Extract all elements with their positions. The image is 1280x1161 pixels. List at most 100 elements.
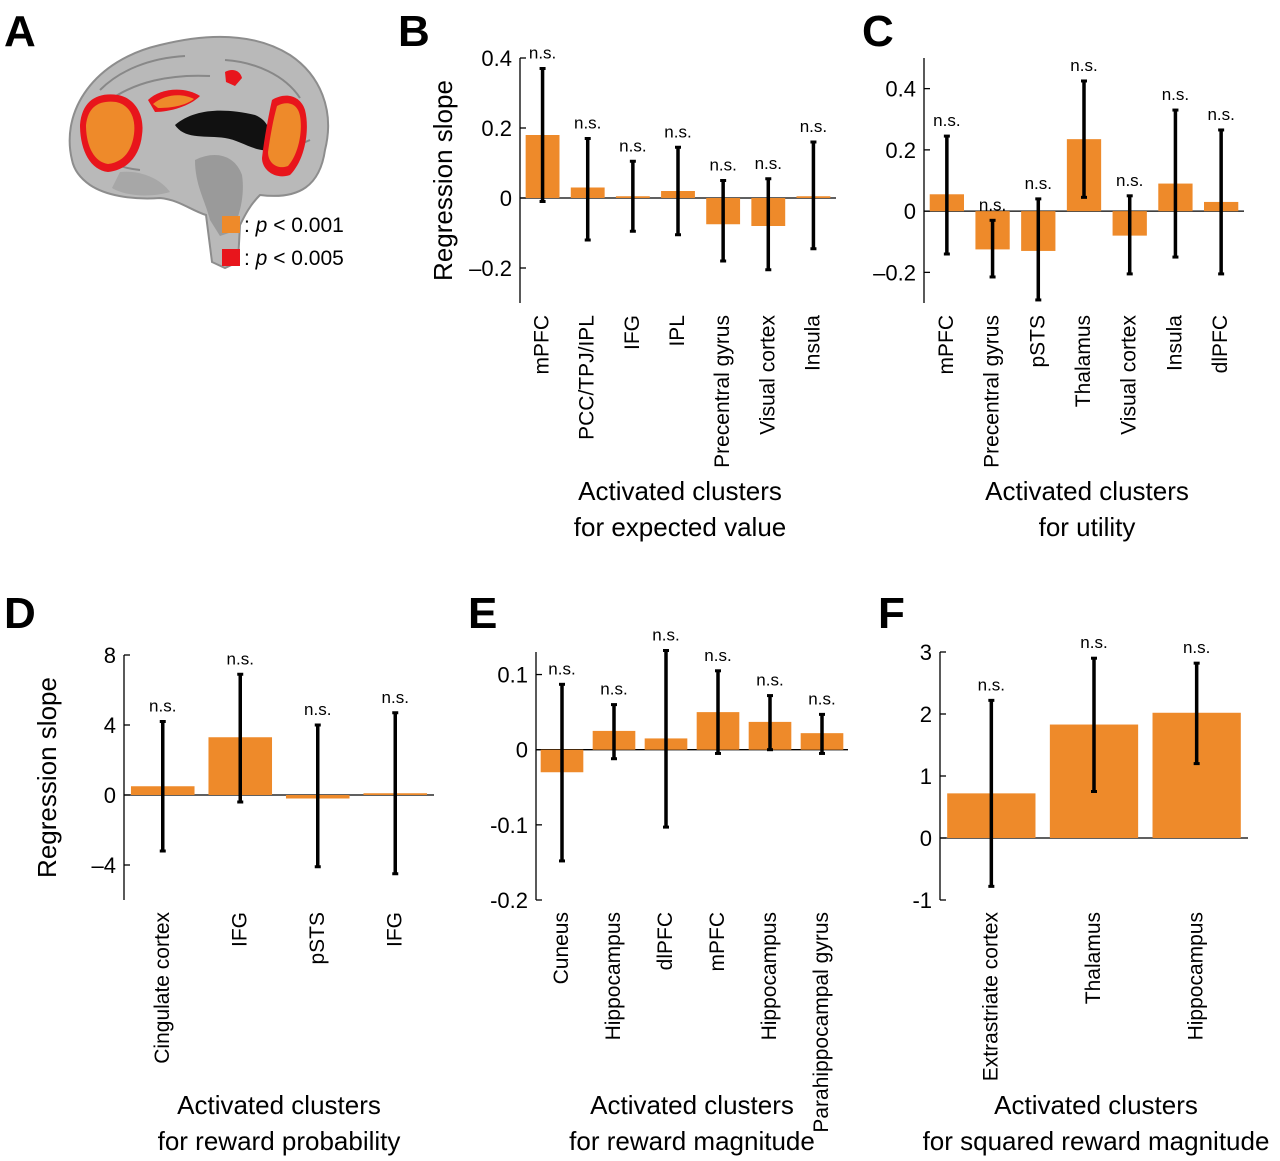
significance-label: n.s.	[382, 688, 409, 707]
category-label: PCC/TPJ/IPL	[576, 315, 599, 440]
significance-label: n.s.	[1080, 633, 1107, 652]
significance-label: n.s.	[1025, 174, 1052, 193]
y-tick-label: -0.2	[490, 888, 528, 913]
category-label: mPFC	[531, 315, 554, 375]
category-label: Hippocampus	[758, 912, 781, 1040]
y-tick-label: 0.2	[885, 138, 916, 163]
y-tick-label: 0.1	[497, 663, 528, 688]
category-label: Thalamus	[1082, 912, 1105, 1004]
significance-label: n.s.	[149, 697, 176, 716]
panel-label-e: E	[468, 589, 497, 638]
y-tick-label: 0.4	[481, 46, 512, 71]
y-axis-label: Regression slope	[428, 80, 458, 281]
panel-c: C –0.2 0 0.2 0.4 n.s. mPFC n.s. Precentral gyrus…	[862, 7, 1244, 542]
significance-label: n.s.	[808, 689, 835, 708]
significance-label: n.s.	[1116, 171, 1143, 190]
x-axis-title: for reward probability	[158, 1126, 401, 1156]
significance-label: n.s.	[227, 649, 254, 668]
category-label: Precentral gyrus	[711, 315, 734, 468]
significance-label: n.s.	[756, 671, 783, 690]
significance-label: n.s.	[304, 700, 331, 719]
significance-label: n.s.	[709, 156, 736, 175]
x-axis-title: Activated clusters	[994, 1090, 1198, 1120]
x-axis-title: Activated clusters	[177, 1090, 381, 1120]
significance-label: n.s.	[800, 117, 827, 136]
significance-label: n.s.	[1183, 638, 1210, 657]
category-label: mPFC	[706, 912, 729, 972]
significance-label: n.s.	[600, 680, 627, 699]
y-tick-label: 0	[904, 199, 916, 224]
significance-label: n.s.	[1162, 85, 1189, 104]
x-axis-title: for utility	[1039, 512, 1136, 542]
panel-f: F -1 0 1 2 3 n.s. Extrastriate cortex n.s. Thalam…	[878, 589, 1269, 1156]
significance-label: n.s.	[529, 44, 556, 63]
category-label: Visual cortex	[1118, 315, 1141, 435]
category-label: mPFC	[935, 315, 958, 375]
panel-d: D –4 0 4 8 Regression slope n.s. Cingulate cort…	[4, 589, 434, 1156]
y-tick-label: 0.4	[885, 77, 916, 102]
significance-label: n.s.	[1207, 105, 1234, 124]
y-tick-label: 0	[500, 186, 512, 211]
x-axis-title: Activated clusters	[590, 1090, 794, 1120]
x-axis-title: Activated clusters	[985, 476, 1189, 506]
significance-label: n.s.	[755, 154, 782, 173]
significance-label: n.s.	[619, 136, 646, 155]
y-tick-label: -1	[912, 888, 932, 913]
category-label: IFG	[228, 912, 251, 947]
y-tick-label: 0	[920, 826, 932, 851]
panel-label-c: C	[862, 7, 894, 56]
y-tick-label: 0	[516, 738, 528, 763]
category-label: Cingulate cortex	[151, 912, 174, 1064]
category-label: Extrastriate cortex	[979, 912, 1002, 1082]
category-label: Precentral gyrus	[981, 315, 1004, 468]
brain-image	[68, 35, 330, 270]
significance-label: n.s.	[979, 195, 1006, 214]
x-axis-title: for squared reward magnitude	[923, 1126, 1270, 1156]
legend-swatch-red	[222, 249, 240, 266]
category-label: Insula	[801, 315, 824, 371]
panel-label-a: A	[4, 7, 36, 56]
category-label: IFG	[621, 315, 644, 350]
significance-label: n.s.	[704, 646, 731, 665]
panel-label-f: F	[878, 589, 905, 638]
category-label: IFG	[383, 912, 406, 947]
legend-label-p005: : p < 0.005	[244, 247, 344, 270]
significance-label: n.s.	[664, 122, 691, 141]
significance-label: n.s.	[574, 114, 601, 133]
panel-label-b: B	[398, 7, 430, 56]
y-tick-label: 4	[104, 713, 116, 738]
significance-label: n.s.	[1070, 56, 1097, 75]
x-axis-title: for expected value	[574, 512, 786, 542]
category-label: pSTS	[1026, 315, 1049, 368]
y-tick-label: 2	[920, 702, 932, 727]
panel-label-d: D	[4, 589, 36, 638]
legend-swatch-orange	[222, 216, 240, 233]
category-label: Insula	[1163, 315, 1186, 371]
y-tick-label: -0.1	[490, 813, 528, 838]
y-tick-label: –0.2	[469, 256, 512, 281]
y-tick-label: –0.2	[873, 260, 916, 285]
y-tick-label: 3	[920, 640, 932, 665]
panel-a: A : p < 0.001 : p < 0.005	[4, 7, 344, 270]
category-label: Hippocampus	[1185, 912, 1208, 1040]
legend-label-p001: : p < 0.001	[244, 214, 344, 237]
y-tick-label: 8	[104, 643, 116, 668]
category-label: dlPFC	[1209, 315, 1232, 373]
significance-label: n.s.	[652, 625, 679, 644]
category-label: Visual cortex	[756, 315, 779, 435]
category-label: Hippocampus	[602, 912, 625, 1040]
y-tick-label: 0	[104, 783, 116, 808]
legend: : p < 0.001 : p < 0.005	[222, 214, 344, 270]
significance-label: n.s.	[548, 659, 575, 678]
category-label: IPL	[666, 315, 689, 347]
y-tick-label: 0.2	[481, 116, 512, 141]
panel-b: B –0.2 0 0.2 0.4 Regression slope n.s. mPFC n.s.…	[398, 7, 836, 542]
significance-label: n.s.	[978, 675, 1005, 694]
category-label: Thalamus	[1072, 315, 1095, 407]
y-tick-label: –4	[92, 853, 116, 878]
panel-e: E -0.2 -0.1 0 0.1 n.s. Cuneus n.s. Hippocampus n.…	[468, 589, 848, 1156]
y-axis-label: Regression slope	[32, 677, 62, 878]
category-label: Cuneus	[550, 912, 573, 984]
significance-label: n.s.	[933, 111, 960, 130]
